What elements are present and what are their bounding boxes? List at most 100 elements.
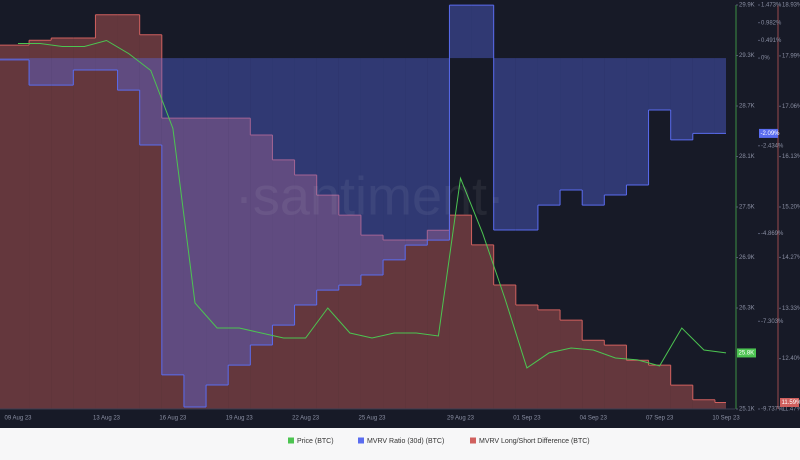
step-area — [427, 230, 450, 409]
tick-label: -2.434% — [761, 143, 784, 149]
step-area — [515, 58, 538, 230]
x-tick-label: 29 Aug 23 — [447, 416, 475, 422]
tick-label: 28.1K — [739, 154, 755, 160]
step-area — [294, 175, 317, 409]
current-value-tag — [780, 398, 799, 408]
tick-label: -4.869% — [761, 231, 784, 237]
step-area — [670, 385, 693, 409]
step-area — [537, 58, 561, 206]
step-area — [582, 58, 605, 206]
tick-label: 17.99% — [782, 53, 800, 59]
step-area — [648, 365, 671, 409]
tick-label: 18.93% — [782, 3, 800, 9]
x-tick-label: 09 Aug 23 — [4, 416, 32, 422]
tick-label: 15.20% — [782, 205, 800, 211]
x-tick-label: 01 Sep 23 — [513, 416, 541, 422]
tick-label: 0% — [761, 56, 770, 62]
step-area — [692, 399, 715, 409]
step-area — [648, 58, 671, 110]
step-area — [228, 58, 251, 366]
legend-swatch — [470, 437, 476, 444]
tick-label: 26.3K — [739, 306, 755, 312]
step-area — [250, 134, 273, 409]
plot-area — [0, 4, 727, 410]
step-area — [604, 58, 627, 196]
current-value-label: 25.8K — [739, 351, 755, 357]
tick-label: 0.982% — [761, 20, 782, 26]
step-area — [626, 360, 649, 409]
step-area — [449, 5, 472, 59]
x-tick-label: 16 Aug 23 — [159, 416, 187, 422]
step-area — [228, 118, 251, 409]
step-area — [73, 58, 96, 70]
step-area — [161, 58, 184, 375]
step-area — [316, 58, 339, 291]
legend-swatch — [288, 437, 294, 444]
tick-label: 0.491% — [761, 38, 782, 44]
step-area — [183, 118, 207, 409]
step-area — [427, 58, 450, 241]
step-area — [405, 240, 428, 409]
step-area — [471, 5, 494, 59]
tick-label: 16.13% — [782, 154, 800, 160]
current-value-label: -2.09% — [761, 131, 781, 137]
step-area — [714, 402, 726, 409]
step-area — [161, 118, 184, 409]
x-tick-label: 07 Sep 23 — [646, 416, 674, 422]
step-area — [405, 58, 428, 246]
step-area — [139, 34, 162, 409]
step-area — [117, 58, 140, 91]
step-area — [383, 240, 406, 409]
tick-label: -7.303% — [761, 319, 784, 325]
step-area — [183, 58, 207, 407]
step-area — [560, 320, 583, 409]
tick-label: 26.9K — [739, 255, 755, 261]
tick-label: 25.1K — [739, 407, 755, 413]
step-area — [51, 58, 74, 86]
step-area — [626, 58, 649, 185]
step-area — [537, 309, 561, 409]
step-area — [0, 58, 30, 60]
tick-label: 11.47% — [782, 407, 800, 413]
tick-label: 13.33% — [782, 306, 800, 312]
current-value-label: 11.59% — [782, 400, 800, 406]
x-tick-label: 25 Aug 23 — [358, 416, 386, 422]
tick-label: 28.7K — [739, 104, 755, 110]
step-area — [73, 38, 96, 409]
step-area — [206, 118, 229, 409]
step-area — [360, 58, 384, 276]
x-tick-label: 22 Aug 23 — [292, 416, 320, 422]
step-area — [250, 58, 273, 345]
legend-label: MVRV Long/Short Difference (BTC) — [479, 438, 590, 445]
x-tick-label: 19 Aug 23 — [226, 416, 254, 422]
tick-label: 17.06% — [782, 104, 800, 110]
step-area — [139, 58, 162, 145]
step-area — [95, 14, 118, 410]
tick-label: 29.9K — [739, 3, 755, 9]
step-area — [272, 58, 295, 326]
step-area — [360, 235, 384, 409]
x-tick-label: 10 Sep 23 — [712, 416, 740, 422]
tick-label: 12.40% — [782, 356, 800, 362]
step-area — [604, 345, 627, 409]
step-area — [714, 58, 726, 134]
legend-label: Price (BTC) — [297, 438, 334, 445]
step-area — [0, 45, 30, 409]
step-area — [51, 38, 74, 409]
step-area — [670, 58, 693, 140]
legend: Price (BTC) MVRV Ratio (30d) (BTC) MVRV Lo… — [288, 437, 590, 445]
step-area — [338, 58, 361, 286]
step-area — [206, 58, 229, 385]
step-area — [294, 58, 317, 305]
chart-background — [0, 0, 800, 428]
step-area — [582, 340, 605, 409]
legend-swatch — [358, 437, 364, 444]
tick-label: 27.5K — [739, 205, 755, 211]
tick-label: 14.27% — [782, 255, 800, 261]
step-area — [493, 284, 516, 409]
axes: 29.9K 29.3K 28.7K 28.1K 27.5K 26.9K 26.3K 25.1K… — [0, 3, 800, 422]
tick-label: 1.473% — [761, 3, 782, 9]
x-tick-label: 04 Sep 23 — [580, 416, 608, 422]
current-value-tag — [737, 348, 756, 358]
